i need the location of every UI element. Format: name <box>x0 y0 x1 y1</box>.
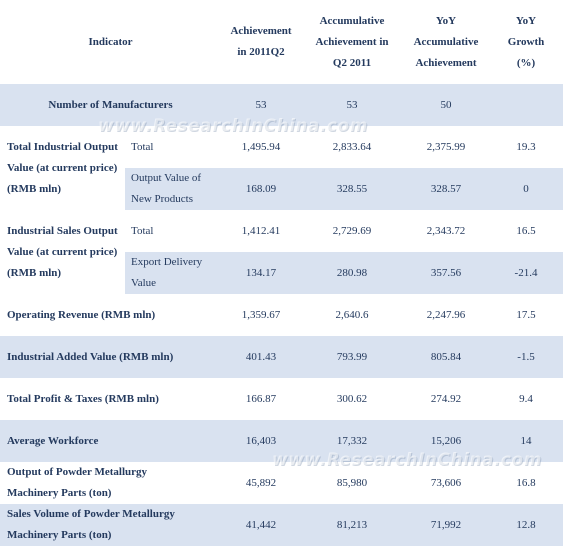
cell-value: 45,892 <box>245 476 277 489</box>
cell-value: 73,606 <box>430 476 462 489</box>
row-label: Sales Volume of Powder Metallurgy Machin… <box>0 504 221 546</box>
cell-value: 328.55 <box>301 168 403 210</box>
cell-value: 1,412.41 <box>241 224 281 237</box>
table-row: Export Delivery Value 134.17 280.98 357.… <box>0 252 563 294</box>
cell-value: 166.87 <box>245 392 277 405</box>
cell-value: 328.57 <box>403 168 489 210</box>
header-row: Indicator Achievement in 2011Q2 Accumula… <box>0 0 563 84</box>
cell-value: 17.5 <box>516 308 536 321</box>
cell-value <box>489 84 563 126</box>
cell-value: 16,403 <box>221 420 301 462</box>
table-row: Output Value of New Products 168.09 328.… <box>0 168 563 210</box>
cell-value: 1,359.67 <box>241 308 281 321</box>
sub-label: Total <box>131 140 154 153</box>
row-label: Industrial Added Value (RMB mln) <box>0 336 221 378</box>
row-group-label: Total Industrial Output Value (at curren… <box>7 140 118 195</box>
cell-value: 14 <box>489 420 563 462</box>
cell-value: 85,980 <box>336 476 368 489</box>
cell-value: 280.98 <box>301 252 403 294</box>
cell-value: 300.62 <box>336 392 368 405</box>
cell-value: 1,495.94 <box>241 140 281 153</box>
cell-value: 793.99 <box>301 336 403 378</box>
cell-value: 41,442 <box>221 504 301 546</box>
cell-value: 81,213 <box>301 504 403 546</box>
cell-value: 2,833.64 <box>332 140 372 153</box>
sub-label: Export Delivery Value <box>125 252 221 294</box>
header-yoy-growth: YoY Growth (%) <box>507 14 545 69</box>
cell-value: 15,206 <box>403 420 489 462</box>
cell-value: 168.09 <box>221 168 301 210</box>
table-row: Number of Manufacturers 53 53 50 <box>0 84 563 126</box>
cell-value: 2,640.6 <box>335 308 369 321</box>
cell-value: 71,992 <box>403 504 489 546</box>
sub-label: Output Value of New Products <box>125 168 221 210</box>
header-accumulative: Accumulative Achievement in Q2 2011 <box>315 14 389 69</box>
table-row: Sales Volume of Powder Metallurgy Machin… <box>0 504 563 546</box>
row-label: Number of Manufacturers <box>0 84 221 126</box>
cell-value: 2,343.72 <box>426 224 466 237</box>
cell-value: 16.8 <box>516 476 536 489</box>
cell-value: -21.4 <box>489 252 563 294</box>
cell-value: 401.43 <box>221 336 301 378</box>
row-label: Operating Revenue (RMB mln) <box>7 308 156 321</box>
row-label: Output of Powder Metallurgy Machinery Pa… <box>7 466 148 499</box>
cell-value: 2,375.99 <box>426 140 466 153</box>
table-row: Total Industrial Output Value (at curren… <box>0 126 563 195</box>
header-yoy-accumulative: YoY Accumulative Achievement <box>413 14 479 69</box>
cell-value: 274.92 <box>430 392 462 405</box>
cell-value: 17,332 <box>301 420 403 462</box>
row-label: Average Workforce <box>0 420 221 462</box>
cell-value: 0 <box>489 168 563 210</box>
sub-label: Total <box>131 224 154 237</box>
cell-value: 2,247.96 <box>426 308 466 321</box>
cell-value: 805.84 <box>403 336 489 378</box>
table-row: Average Workforce 16,403 17,332 15,206 1… <box>0 420 563 462</box>
table-row: Industrial Added Value (RMB mln) 401.43 … <box>0 336 563 378</box>
cell-value: 50 <box>403 84 489 126</box>
row-group-label: Industrial Sales Output Value (at curren… <box>7 224 118 279</box>
header-achievement: Achievement in 2011Q2 <box>230 25 292 58</box>
cell-value: 357.56 <box>403 252 489 294</box>
cell-value: 53 <box>221 84 301 126</box>
row-label: Total Profit & Taxes (RMB mln) <box>7 392 159 405</box>
cell-value: 134.17 <box>221 252 301 294</box>
cell-value: 12.8 <box>489 504 563 546</box>
cell-value: 53 <box>301 84 403 126</box>
table-row: Industrial Sales Output Value (at curren… <box>0 210 563 279</box>
table-row: Output of Powder Metallurgy Machinery Pa… <box>0 462 563 504</box>
header-indicator: Indicator <box>88 35 133 48</box>
cell-value: 2,729.69 <box>332 224 372 237</box>
cell-value: 9.4 <box>519 392 533 405</box>
table-row: Operating Revenue (RMB mln) 1,359.67 2,6… <box>0 294 563 336</box>
table-row: Total Profit & Taxes (RMB mln) 166.87 30… <box>0 378 563 420</box>
cell-value: 16.5 <box>516 224 536 237</box>
cell-value: -1.5 <box>489 336 563 378</box>
cell-value: 19.3 <box>516 140 536 153</box>
